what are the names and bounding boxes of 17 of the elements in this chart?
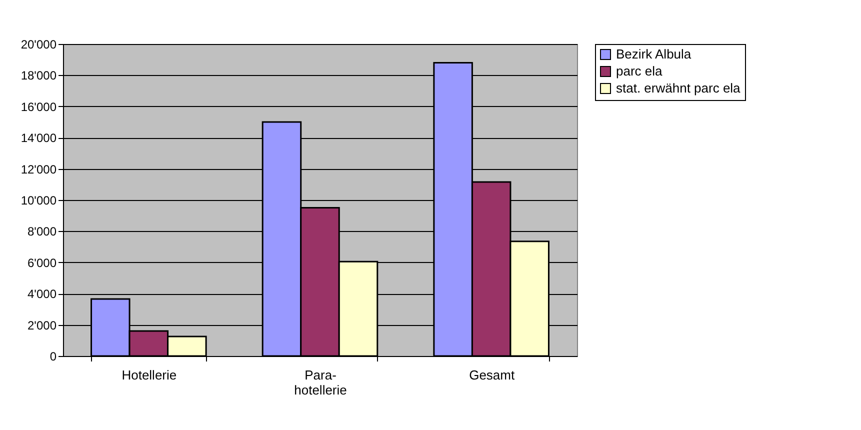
y-tick-label: 14'000 bbox=[20, 131, 57, 146]
y-tick-label: 12'000 bbox=[20, 162, 57, 176]
y-tick-label: 6'000 bbox=[28, 256, 57, 270]
y-tick-label: 18'000 bbox=[20, 68, 57, 83]
legend-label: parc ela bbox=[616, 64, 664, 78]
y-tick-label: 0 bbox=[50, 350, 57, 364]
legend-label: Bezirk Albula bbox=[616, 46, 692, 62]
y-tick-label: 8'000 bbox=[28, 224, 57, 239]
y-tick-label: 16'000 bbox=[20, 100, 57, 114]
x-tick-label: Para- hotellerie bbox=[294, 368, 347, 398]
x-tick-label: Gesamt bbox=[469, 368, 515, 382]
y-tick-label: 20'000 bbox=[20, 38, 57, 52]
legend-label: stat. erwähnt parc ela bbox=[616, 80, 742, 96]
y-tick-label: 10'000 bbox=[20, 194, 57, 208]
x-tick-label: Hotellerie bbox=[122, 368, 177, 382]
y-tick-label: 2'000 bbox=[28, 318, 57, 332]
y-tick-label: 4'000 bbox=[28, 287, 57, 302]
